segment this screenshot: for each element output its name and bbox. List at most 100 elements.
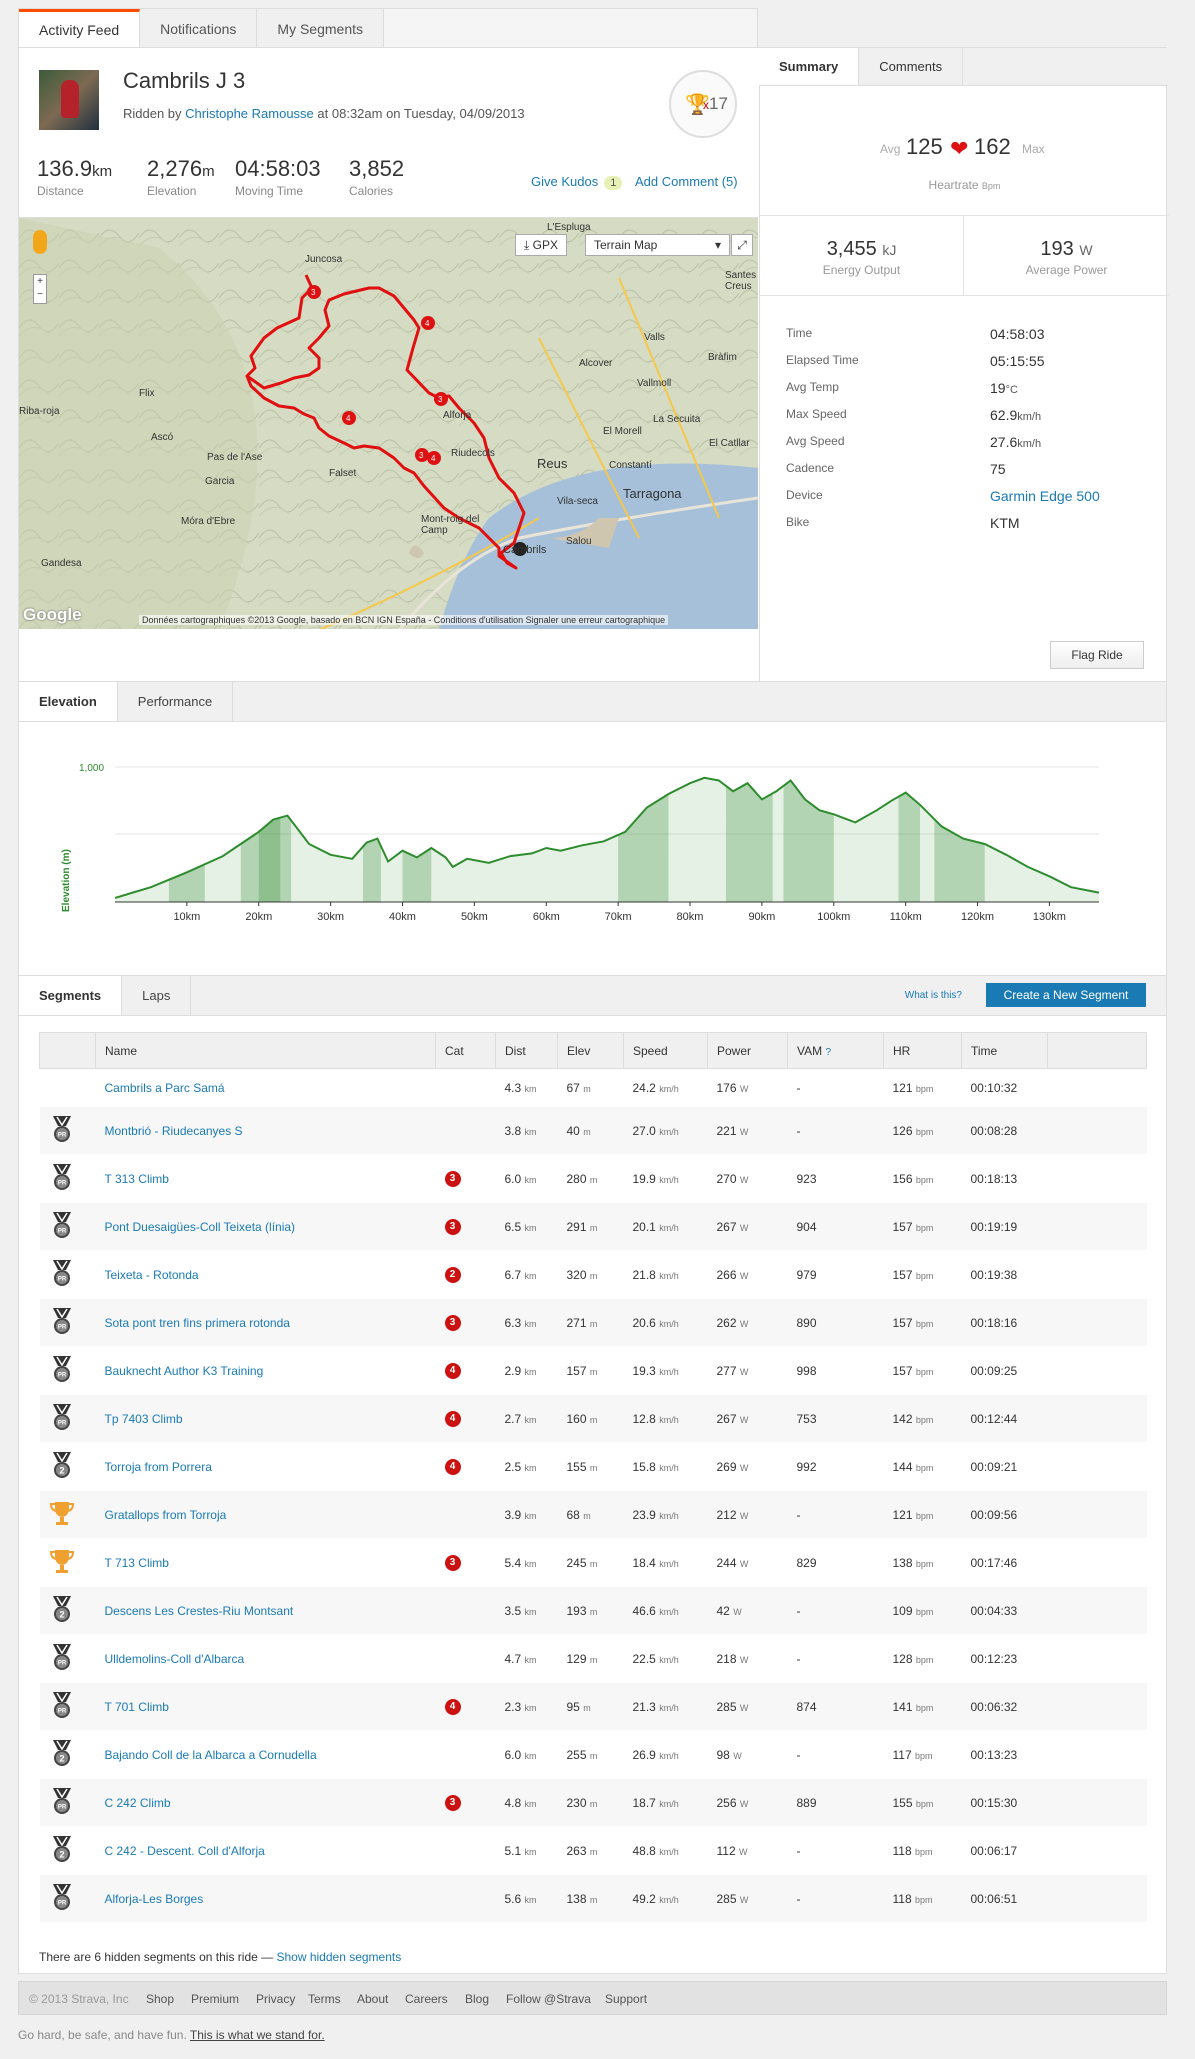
segment-highlight[interactable]: [725, 783, 752, 902]
segment-highlight[interactable]: [618, 794, 669, 902]
zoom-controls[interactable]: + −: [33, 274, 47, 304]
footer-link-terms[interactable]: Terms: [308, 1992, 341, 2006]
tab-performance[interactable]: Performance: [118, 682, 234, 721]
segment-highlight[interactable]: [240, 816, 292, 902]
table-row[interactable]: PR Pont Duesaigües-Coll Teixeta (línia) 3 6…: [39, 1202, 1147, 1251]
table-row[interactable]: PR Sota pont tren fins primera rotonda 3 6.…: [39, 1298, 1147, 1347]
segment-marker[interactable]: 3: [311, 288, 316, 297]
segment-name-link[interactable]: Teixeta - Rotonda: [104, 1267, 199, 1282]
col-elev[interactable]: Elev: [557, 1032, 624, 1069]
segment-name-link[interactable]: Gratallops from Torroja: [104, 1507, 227, 1522]
segment-highlight[interactable]: [934, 819, 985, 902]
table-row[interactable]: 2 Torroja from Porrera 4 2.5 km 155 m 15.8 km…: [39, 1442, 1147, 1491]
tab-my-segments[interactable]: My Segments: [257, 9, 384, 48]
athlete-link[interactable]: Christophe Ramousse: [185, 106, 314, 121]
give-kudos-link[interactable]: Give Kudos: [531, 174, 599, 189]
segment-name-link[interactable]: Montbrió - Riudecanyes S: [104, 1123, 243, 1138]
route-map[interactable]: 3 4 3 4 3 4 + − ⤓ GPX Terrain Map ▾ ⤢ L'E…: [19, 217, 758, 629]
table-row[interactable]: PR Bauknecht Author K3 Training 4 2.9 km 157…: [39, 1346, 1147, 1395]
segment-name-link[interactable]: Sota pont tren fins primera rotonda: [104, 1315, 290, 1330]
segment-highlight[interactable]: [402, 848, 432, 902]
table-row[interactable]: PR T 701 Climb 4 2.3 km 95 m 21.3 km/h 285 W 87…: [39, 1682, 1147, 1731]
elevation-chart[interactable]: Elevation (m) 1,000 10km 20km 30km 40km 50km…: [19, 722, 1166, 976]
footer-link-blog[interactable]: Blog: [465, 1992, 490, 2006]
gpx-download-button[interactable]: ⤓ GPX: [515, 234, 567, 256]
tab-comments[interactable]: Comments: [859, 48, 964, 85]
footer-link-premium[interactable]: Premium: [191, 1992, 240, 2006]
flag-ride-button[interactable]: Flag Ride: [1050, 641, 1144, 669]
segment-highlight[interactable]: [751, 787, 773, 902]
fullscreen-icon[interactable]: ⤢: [731, 234, 753, 256]
segment-name-link[interactable]: Tp 7403 Climb: [104, 1411, 183, 1426]
segment-name-link[interactable]: T 713 Climb: [104, 1555, 169, 1570]
segment-marker[interactable]: 4: [346, 414, 351, 423]
segment-name-link[interactable]: T 313 Climb: [104, 1171, 169, 1186]
show-hidden-segments-link[interactable]: Show hidden segments: [276, 1950, 402, 1964]
street-view-pegman-icon[interactable]: [33, 230, 47, 254]
footer-link-careers[interactable]: Careers: [405, 1992, 448, 2006]
footer-link-support[interactable]: Support: [605, 1992, 648, 2006]
segment-highlight[interactable]: [362, 838, 381, 902]
tab-summary[interactable]: Summary: [759, 48, 860, 85]
col-time[interactable]: Time: [961, 1032, 1048, 1069]
tab-elevation[interactable]: Elevation: [19, 682, 118, 721]
segment-marker[interactable]: 3: [438, 395, 443, 404]
col-power[interactable]: Power: [707, 1032, 788, 1069]
col-dist[interactable]: Dist: [495, 1032, 558, 1069]
table-row[interactable]: PR Alforja-Les Borges 5.6 km 138 m 49.2 km/h…: [39, 1874, 1147, 1923]
table-row[interactable]: 2 Bajando Coll de la Albarca a Cornudella…: [39, 1730, 1147, 1779]
map-type-select[interactable]: Terrain Map ▾: [585, 234, 730, 256]
table-row[interactable]: PR Tp 7403 Climb 4 2.7 km 160 m 12.8 km/h 267 …: [39, 1394, 1147, 1443]
footer-link-shop[interactable]: Shop: [146, 1992, 175, 2006]
tab-segments[interactable]: Segments: [19, 976, 123, 1015]
segment-marker[interactable]: 4: [425, 319, 430, 328]
segment-name-link[interactable]: Ulldemolins-Coll d'Albarca: [104, 1651, 245, 1666]
segment-name-link[interactable]: Cambrils a Parc Samá: [104, 1080, 225, 1095]
footer-link-privacy[interactable]: Privacy: [256, 1992, 296, 2006]
col-name[interactable]: Name: [95, 1032, 436, 1069]
col-speed[interactable]: Speed: [623, 1032, 708, 1069]
col-cat[interactable]: Cat: [435, 1032, 496, 1069]
create-segment-button[interactable]: Create a New Segment: [986, 983, 1146, 1007]
table-row[interactable]: PR Montbrió - Riudecanyes S 3.8 km 40 m 27.0…: [39, 1106, 1147, 1155]
segment-name-link[interactable]: C 242 Climb: [104, 1795, 171, 1810]
footer-link-follow[interactable]: Follow @Strava: [506, 1992, 591, 2006]
col-vam[interactable]: VAM ?: [787, 1032, 884, 1069]
segment-name-link[interactable]: T 701 Climb: [104, 1699, 169, 1714]
what-is-this-link[interactable]: What is this?: [904, 990, 962, 1001]
table-row[interactable]: PR Teixeta - Rotonda 2 6.7 km 320 m 21.8 km/h…: [39, 1250, 1147, 1299]
tab-laps[interactable]: Laps: [122, 976, 192, 1015]
segment-name-link[interactable]: Pont Duesaigües-Coll Teixeta (línia): [104, 1219, 296, 1234]
table-row[interactable]: T 713 Climb 3 5.4 km 245 m 18.4 km/h 244 W 829…: [39, 1538, 1147, 1587]
segment-name-link[interactable]: Alforja-Les Borges: [104, 1891, 204, 1906]
tab-activity-feed[interactable]: Activity Feed: [19, 9, 141, 48]
segment-name-link[interactable]: Bajando Coll de la Albarca a Cornudella: [104, 1747, 317, 1762]
table-row[interactable]: Gratallops from Torroja 3.9 km 68 m 23.9 km…: [39, 1490, 1147, 1539]
segment-name-link[interactable]: C 242 - Descent. Coll d'Alforja: [104, 1843, 265, 1858]
segment-name-link[interactable]: Torroja from Porrera: [104, 1459, 212, 1474]
kudos-count-badge[interactable]: 1: [604, 176, 623, 190]
segment-marker[interactable]: 4: [431, 454, 436, 463]
segment-name-link[interactable]: Descens Les Crestes-Riu Montsant: [104, 1603, 294, 1618]
vam-help-icon[interactable]: ?: [825, 1046, 832, 1058]
tagline-link[interactable]: This is what we stand for.: [189, 2028, 325, 2042]
segment-highlight[interactable]: [805, 799, 834, 902]
add-comment-link[interactable]: Add Comment (5): [635, 174, 738, 189]
tab-notifications[interactable]: Notifications: [140, 9, 258, 48]
trophy-badge[interactable]: 🏆 x17: [669, 70, 737, 138]
col-hr[interactable]: HR: [883, 1032, 962, 1069]
segment-name-link[interactable]: Bauknecht Author K3 Training: [104, 1363, 264, 1378]
device-link[interactable]: Garmin Edge 500: [990, 488, 1100, 504]
segment-highlight[interactable]: [168, 864, 205, 902]
footer-link-about[interactable]: About: [357, 1992, 389, 2006]
table-row[interactable]: Cambrils a Parc Samá 4.3 km 67 m 24.2 km/h 1…: [39, 1068, 1147, 1107]
segment-marker[interactable]: 3: [419, 451, 424, 460]
segment-highlight[interactable]: [258, 817, 281, 902]
segment-highlight[interactable]: [898, 793, 921, 902]
segment-highlight[interactable]: [783, 781, 806, 902]
athlete-avatar[interactable]: [39, 70, 99, 130]
